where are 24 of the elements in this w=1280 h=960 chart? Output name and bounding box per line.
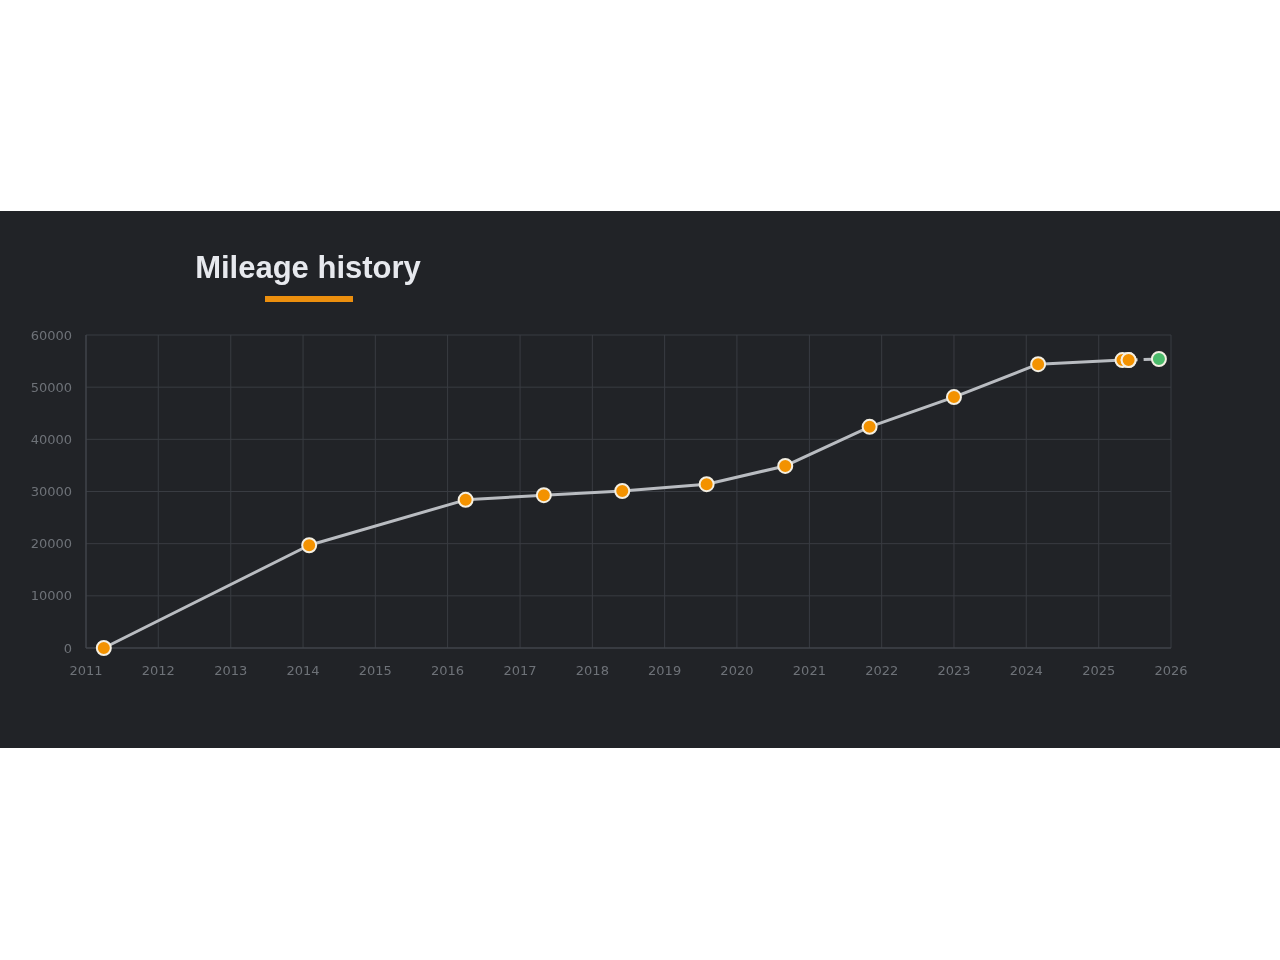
x-tick-label: 2022 bbox=[865, 662, 899, 678]
x-tick-label: 2011 bbox=[69, 662, 103, 678]
y-tick-label: 10000 bbox=[30, 588, 72, 604]
x-tick-label: 2015 bbox=[358, 662, 392, 678]
x-tick-label: 2018 bbox=[575, 662, 609, 678]
x-tick-label: 2013 bbox=[214, 662, 248, 678]
x-tick-label: 2025 bbox=[1082, 662, 1116, 678]
x-tick-label: 2021 bbox=[792, 662, 826, 678]
x-tick-label: 2026 bbox=[1154, 662, 1188, 678]
y-tick-label: 0 bbox=[63, 640, 72, 656]
x-tick-label: 2016 bbox=[431, 662, 465, 678]
x-tick-label: 2019 bbox=[648, 662, 682, 678]
x-tick-label: 2017 bbox=[503, 662, 537, 678]
x-tick-label: 2014 bbox=[286, 662, 320, 678]
y-tick-label: 30000 bbox=[30, 484, 72, 500]
x-tick-label: 2012 bbox=[141, 662, 175, 678]
chart-title: Mileage history bbox=[195, 250, 422, 285]
y-tick-label: 50000 bbox=[30, 379, 72, 395]
x-tick-label: 2024 bbox=[1009, 662, 1043, 678]
y-tick-label: 60000 bbox=[30, 327, 72, 343]
x-tick-label: 2020 bbox=[720, 662, 754, 678]
y-tick-label: 20000 bbox=[30, 536, 72, 552]
y-tick-label: 40000 bbox=[30, 431, 72, 447]
x-tick-label: 2023 bbox=[937, 662, 971, 678]
